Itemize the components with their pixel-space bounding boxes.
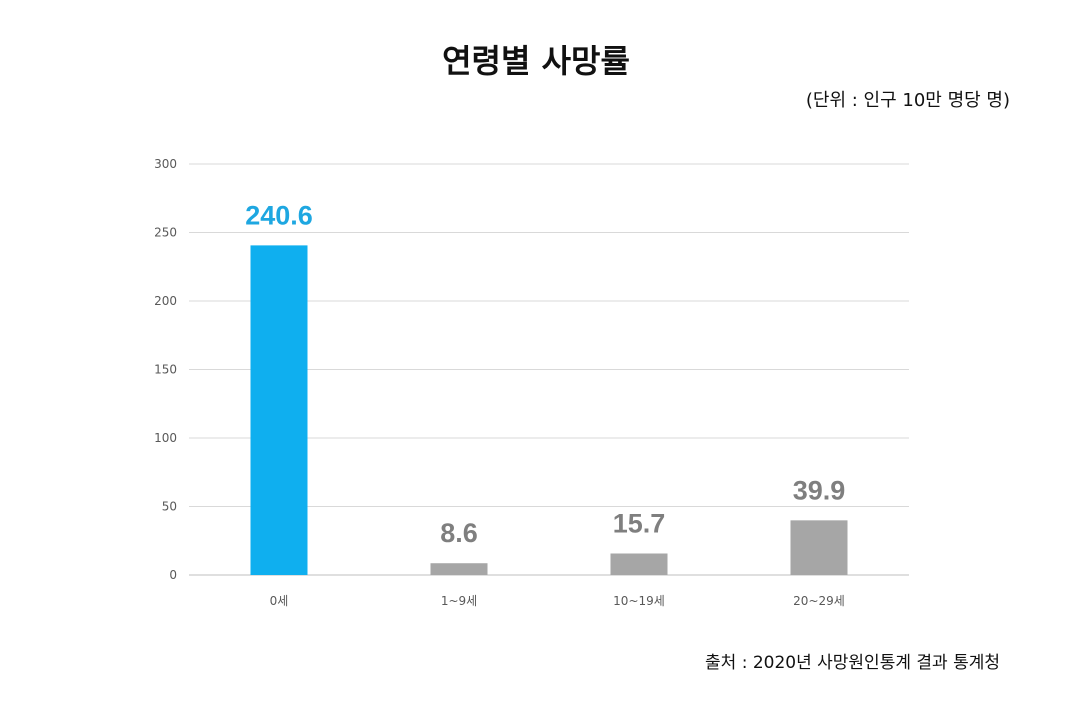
y-axis-ticks: 0 50 100 150 200 250 300: [154, 157, 177, 582]
y-tick-label: 250: [154, 226, 177, 240]
data-label: 39.9: [793, 475, 846, 505]
gridlines: [189, 163, 909, 576]
bar: [250, 245, 308, 576]
y-tick-label: 100: [154, 431, 177, 445]
category-label: 0세: [270, 594, 289, 608]
data-label: 240.6: [245, 200, 313, 230]
x-axis-categories: 0세 1~9세 10~19세 20~29세: [270, 594, 845, 608]
bar: [790, 520, 848, 575]
y-tick-label: 50: [162, 500, 177, 514]
y-tick-label: 150: [154, 363, 177, 377]
y-tick-label: 300: [154, 157, 177, 171]
y-tick-label: 200: [154, 294, 177, 308]
data-label: 15.7: [613, 508, 666, 538]
category-label: 10~19세: [613, 594, 665, 608]
data-label: 8.6: [440, 518, 478, 548]
bar: [430, 563, 488, 575]
unit-note: (단위 : 인구 10만 명당 명): [805, 90, 1010, 111]
bars: [250, 245, 848, 576]
source-note: 출처 : 2020년 사망원인통계 결과 통계청: [705, 653, 1000, 673]
chart-title: 연령별 사망률: [442, 42, 630, 80]
category-label: 1~9세: [441, 594, 477, 608]
category-label: 20~29세: [793, 594, 845, 608]
data-labels: 240.6 8.6 15.7 39.9: [245, 200, 845, 548]
bar: [610, 553, 668, 575]
y-tick-label: 0: [169, 568, 177, 582]
